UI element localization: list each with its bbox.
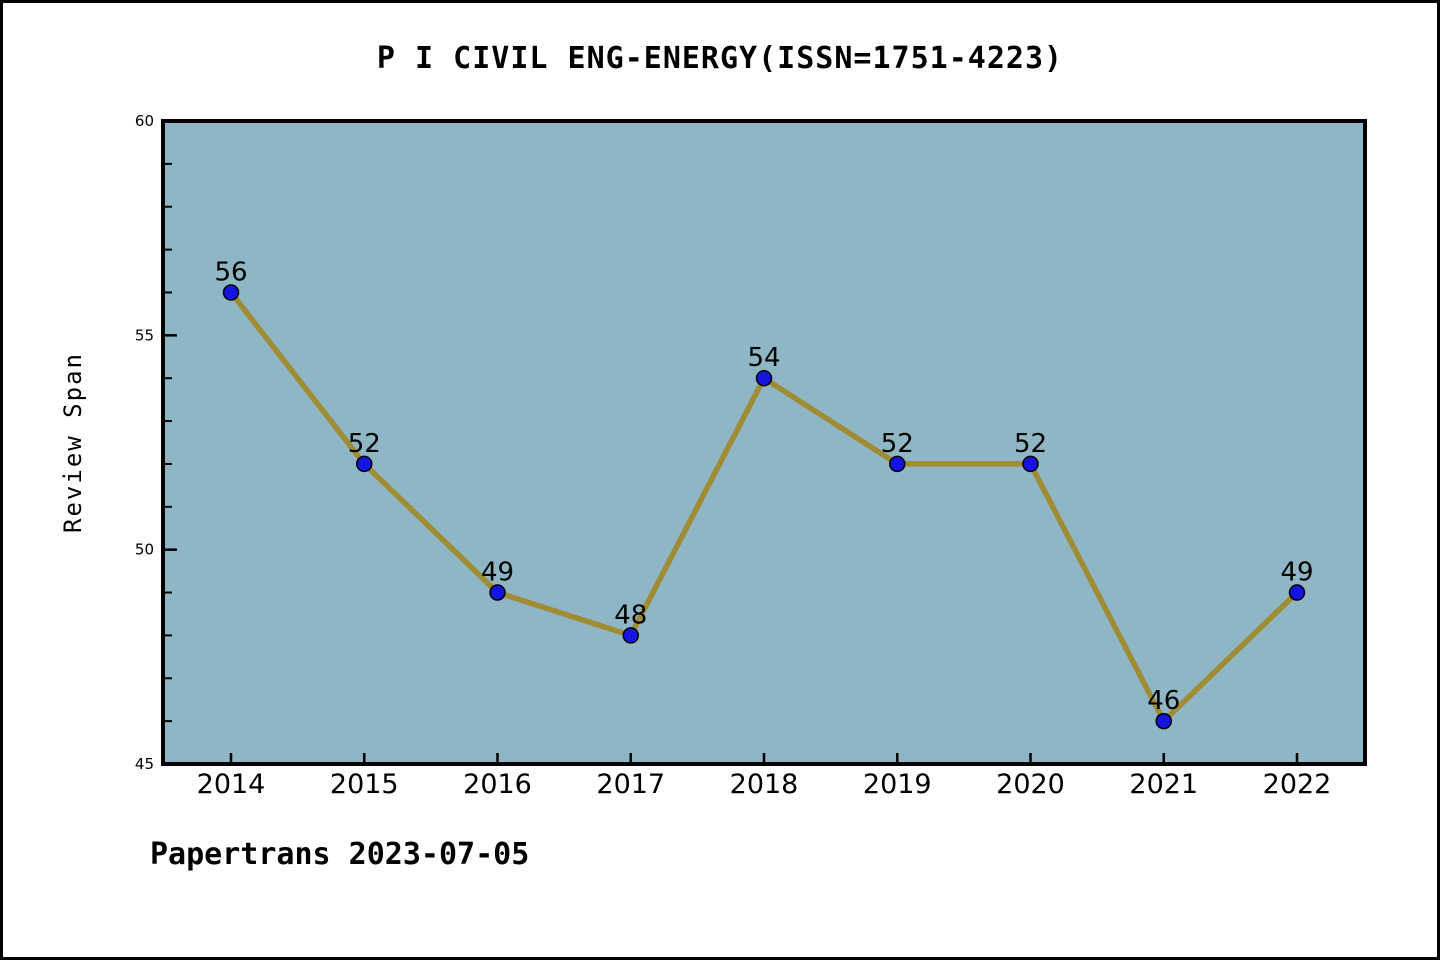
data-point-marker [622, 627, 639, 644]
data-point-label: 52 [1014, 429, 1047, 459]
y-tick-label: 50 [135, 541, 154, 559]
data-point-marker [1022, 455, 1039, 473]
y-axis-label: Review Span [59, 352, 87, 533]
plot-area [163, 121, 1365, 764]
x-tick-label: 2020 [996, 769, 1065, 800]
data-point-label: 49 [1280, 558, 1313, 588]
data-point-label: 49 [481, 558, 514, 588]
x-tick-label: 2017 [596, 769, 665, 800]
x-tick-label: 2014 [197, 769, 266, 800]
data-point-marker [222, 284, 240, 301]
data-point-label: 56 [214, 257, 247, 287]
data-point-marker [889, 455, 906, 473]
x-tick-label: 2016 [463, 769, 532, 800]
line-chart: 45 50 55 60 2014 2015 2016 2017 2018 2019 2020 2021… [59, 112, 1367, 800]
plot-frame [161, 119, 1367, 766]
y-tick-label: 55 [135, 326, 154, 344]
x-tick-label: 2019 [863, 769, 932, 800]
x-tick-label: 2018 [730, 769, 799, 800]
data-point-label: 52 [348, 429, 381, 459]
data-point-marker [1155, 712, 1172, 730]
data-point-marker [1288, 584, 1306, 601]
x-tick-label: 2022 [1263, 769, 1332, 800]
x-tick-label: 2015 [330, 769, 399, 800]
data-point-marker [356, 455, 373, 473]
x-tick-label: 2021 [1129, 769, 1198, 800]
data-point-label: 48 [614, 600, 647, 630]
y-tick-label: 60 [135, 112, 154, 130]
watermark-text: Papertrans 2023-07-05 [150, 837, 530, 872]
y-tick-label: 45 [135, 755, 154, 773]
data-point-label: 46 [1147, 686, 1180, 716]
chart-title: P I CIVIL ENG-ENERGY(ISSN=1751-4223) [376, 41, 1064, 76]
data-point-label: 54 [747, 343, 780, 373]
data-point-marker [489, 584, 506, 601]
data-point-label: 52 [881, 429, 914, 459]
data-point-marker [755, 369, 773, 387]
